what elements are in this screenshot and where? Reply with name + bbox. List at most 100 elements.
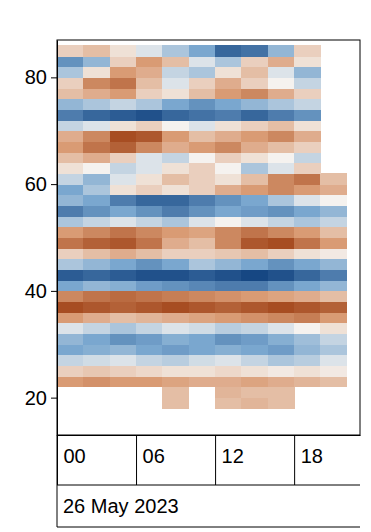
cell (320, 323, 347, 334)
cell (241, 387, 268, 398)
cell (189, 77, 216, 88)
cell (241, 152, 268, 163)
tick-label: 60 (25, 173, 47, 195)
cell (136, 280, 163, 291)
cell (241, 109, 268, 120)
cell (241, 323, 268, 334)
cell (294, 141, 321, 152)
cell (162, 88, 189, 99)
cell (294, 216, 321, 227)
cell (294, 376, 321, 387)
cell (320, 280, 347, 291)
cell (136, 56, 163, 67)
cell (136, 109, 163, 120)
cell (189, 280, 216, 291)
cell (57, 302, 84, 313)
cell (268, 109, 295, 120)
cell (110, 141, 137, 152)
cell (136, 323, 163, 334)
cell (162, 291, 189, 302)
x-axis: 00061218 (58, 435, 361, 485)
cell (215, 173, 242, 184)
cell (241, 77, 268, 88)
cell (320, 248, 347, 259)
cell (189, 56, 216, 67)
cell (162, 77, 189, 88)
cell (215, 280, 242, 291)
cell (57, 344, 84, 355)
cell (162, 376, 189, 387)
cell (241, 227, 268, 238)
cell (320, 291, 347, 302)
tick: 80 (25, 66, 57, 88)
cell (189, 120, 216, 131)
cell (110, 88, 137, 99)
cell (57, 109, 84, 120)
cell (294, 163, 321, 174)
cell (83, 248, 110, 259)
cell (110, 109, 137, 120)
cell (136, 366, 163, 377)
cell (136, 302, 163, 313)
cell (162, 99, 189, 110)
cell (162, 302, 189, 313)
tick-mark (51, 77, 57, 78)
cell (294, 109, 321, 120)
cell (189, 205, 216, 216)
cell (268, 67, 295, 78)
cell (215, 312, 242, 323)
cell (320, 216, 347, 227)
cell (189, 195, 216, 206)
cell (136, 227, 163, 238)
tick-label: 40 (25, 280, 47, 302)
cell (57, 280, 84, 291)
cell (268, 387, 295, 398)
tick-label: 00 (64, 445, 86, 467)
cell (215, 216, 242, 227)
cell (215, 227, 242, 238)
axis-line (58, 435, 361, 436)
cell (320, 366, 347, 377)
cell (189, 302, 216, 313)
cell (162, 248, 189, 259)
cell (215, 355, 242, 366)
cell (268, 259, 295, 270)
cell (110, 56, 137, 67)
cell (110, 344, 137, 355)
cell (57, 259, 84, 270)
cell (162, 280, 189, 291)
cell (162, 398, 189, 409)
y-axis: 20406080 (25, 41, 58, 436)
cell (320, 227, 347, 238)
cell (189, 141, 216, 152)
cell (294, 184, 321, 195)
cell (189, 216, 216, 227)
cell (110, 67, 137, 78)
cell (57, 141, 84, 152)
cell (136, 67, 163, 78)
cell (215, 195, 242, 206)
cell (320, 302, 347, 313)
tick: 12 (216, 435, 244, 485)
cell (136, 248, 163, 259)
cell (241, 270, 268, 281)
cell (189, 45, 216, 56)
cell (241, 259, 268, 270)
tick: 60 (25, 173, 57, 195)
cell (241, 291, 268, 302)
cell (294, 344, 321, 355)
cell (162, 109, 189, 120)
cell (320, 238, 347, 249)
cell (268, 184, 295, 195)
cell (294, 99, 321, 110)
cell (241, 131, 268, 142)
cell (83, 302, 110, 313)
cell (162, 387, 189, 398)
cell (136, 334, 163, 345)
cell (241, 195, 268, 206)
cell (57, 99, 84, 110)
cell (162, 120, 189, 131)
cell (215, 323, 242, 334)
cell (136, 45, 163, 56)
cell (241, 280, 268, 291)
